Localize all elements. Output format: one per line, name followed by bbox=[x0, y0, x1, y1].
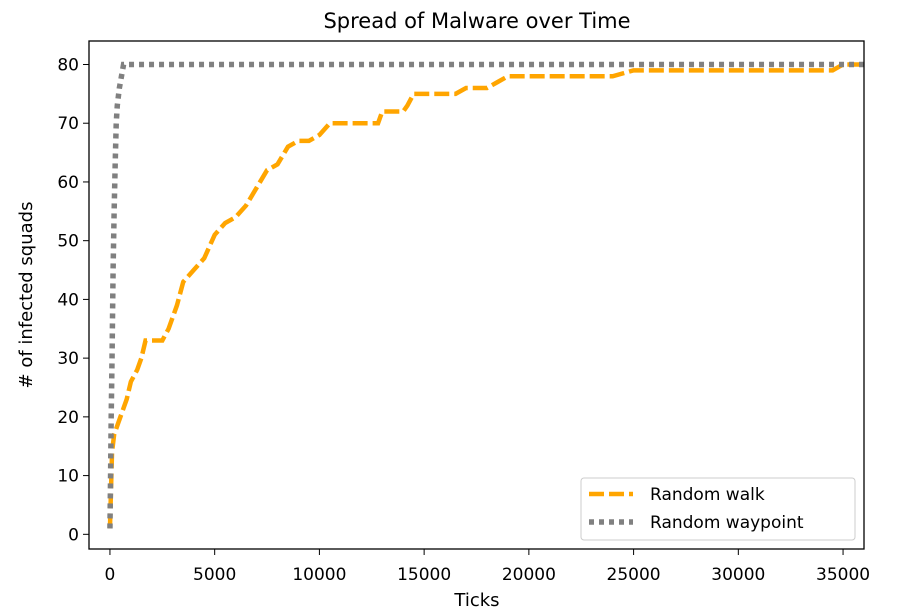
y-tick-label: 70 bbox=[57, 114, 79, 134]
x-tick-label: 15000 bbox=[397, 565, 451, 585]
x-axis-label: Ticks bbox=[453, 590, 499, 611]
y-tick-label: 10 bbox=[57, 467, 79, 487]
series-random-waypoint-line bbox=[107, 61, 864, 529]
y-tick-label: 50 bbox=[57, 232, 79, 252]
x-tick-label: 30000 bbox=[711, 565, 765, 585]
chart-title: Spread of Malware over Time bbox=[323, 9, 630, 33]
x-tick-label: 0 bbox=[105, 565, 116, 585]
y-axis-ticks: 0 10 20 30 40 50 60 70 80 bbox=[57, 55, 89, 545]
legend-label-random-walk: Random walk bbox=[650, 485, 765, 505]
x-tick-label: 25000 bbox=[607, 565, 661, 585]
series-random-walk-line bbox=[107, 62, 864, 529]
plot-frame bbox=[88, 40, 865, 550]
y-tick-label: 60 bbox=[57, 173, 79, 193]
y-axis-label: # of infected squads bbox=[16, 202, 37, 389]
plot-area bbox=[89, 41, 864, 549]
y-tick-label: 80 bbox=[57, 55, 79, 75]
x-tick-label: 10000 bbox=[292, 565, 346, 585]
y-tick-label: 20 bbox=[57, 408, 79, 428]
legend-label-random-waypoint: Random waypoint bbox=[650, 513, 804, 533]
x-tick-label: 20000 bbox=[502, 565, 556, 585]
series-layer bbox=[107, 61, 864, 529]
y-tick-label: 0 bbox=[68, 525, 79, 545]
legend-box bbox=[580, 477, 856, 541]
x-axis-ticks: 0 5000 10000 15000 20000 25000 30000 35000 bbox=[105, 549, 870, 585]
x-tick-label: 5000 bbox=[193, 565, 236, 585]
legend: Random walk Random waypoint bbox=[580, 477, 856, 541]
x-tick-label: 35000 bbox=[816, 565, 870, 585]
y-tick-label: 30 bbox=[57, 349, 79, 369]
y-tick-label: 40 bbox=[57, 290, 79, 310]
